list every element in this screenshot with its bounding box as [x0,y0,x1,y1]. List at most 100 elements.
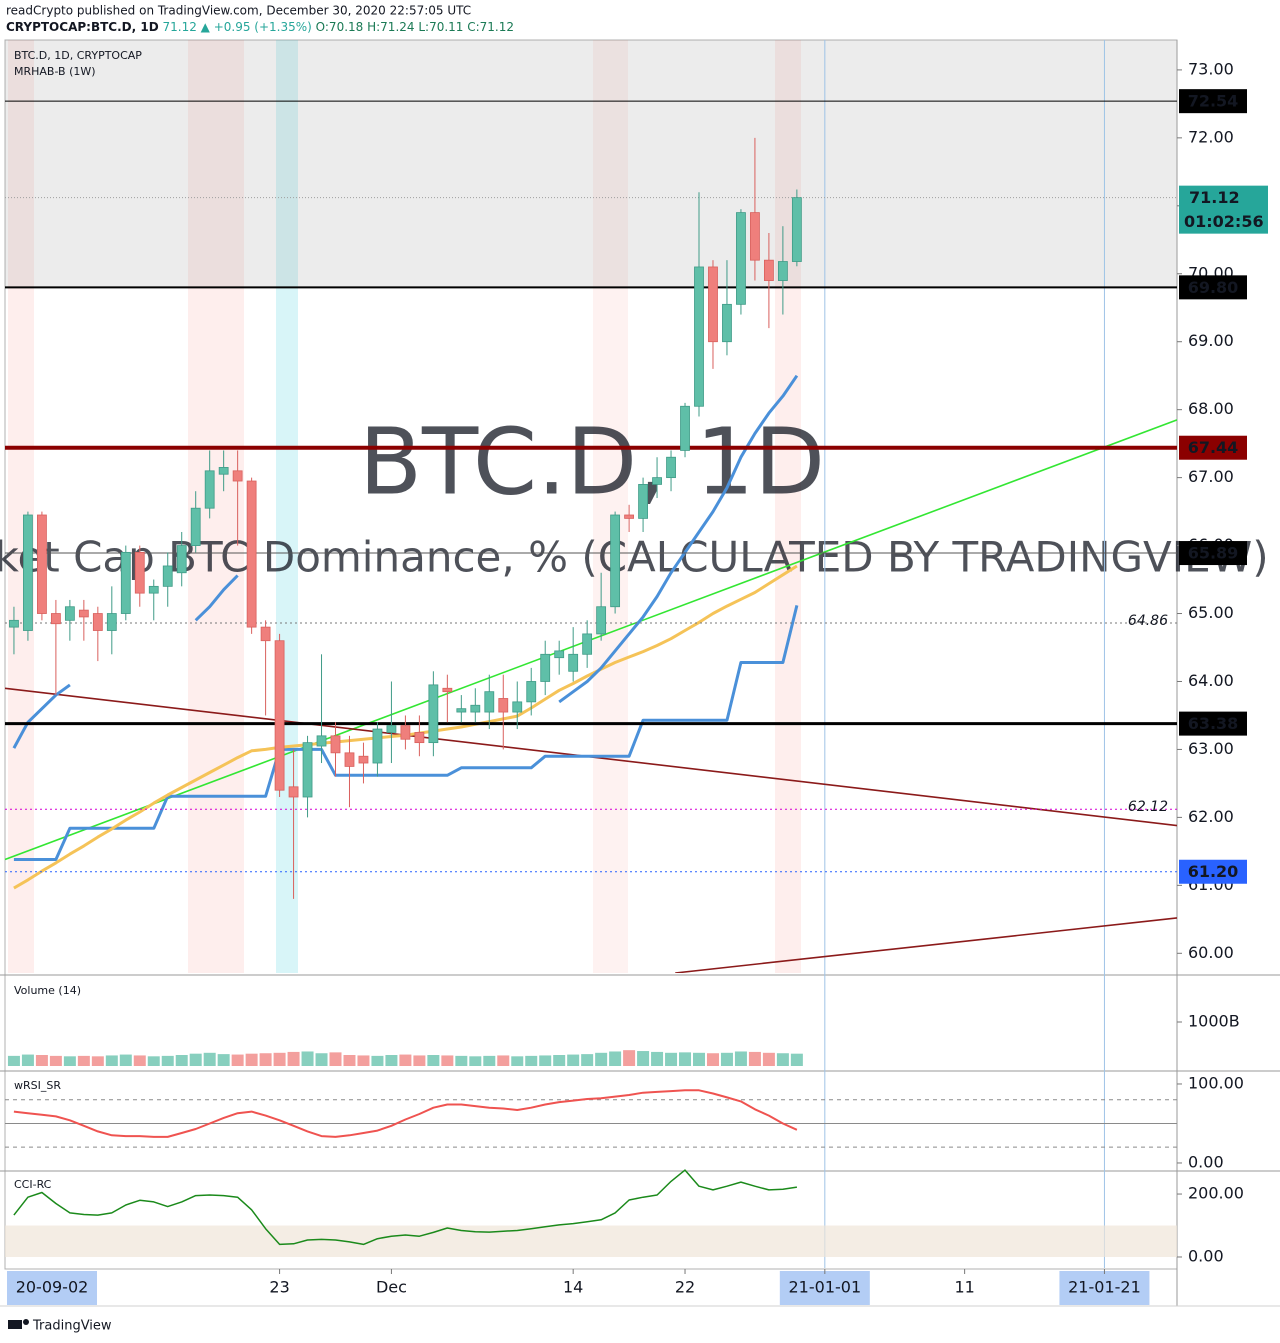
level-label-box [1179,711,1247,736]
volume-bar [7,1055,20,1066]
volume-bar [441,1055,454,1066]
candle-body [428,684,439,744]
volume-bar [105,1055,118,1066]
x-tick-highlight [1059,1271,1150,1305]
candle-body [302,742,313,798]
legend-entry: MRHAB-B (1W) [14,65,96,78]
y-tick-label: 63.00 [1188,739,1234,758]
legend-entry: BTC.D, 1D, CRYPTOCAP [14,49,142,62]
volume-bar [259,1053,272,1066]
candle-body [777,261,788,281]
watermark-subtitle: Market Cap BTC Dominance, % (CALCULATED … [0,533,1269,582]
highlight-band [8,40,34,973]
volume-bar [469,1056,482,1066]
volume-bar [609,1051,622,1066]
candle-body [330,735,341,754]
candle-body [568,653,579,672]
volume-bar [497,1055,510,1066]
volume-bar [203,1052,216,1066]
volume-bar [595,1052,608,1066]
x-tick-label: 23 [269,1278,289,1297]
x-tick-label: 11 [954,1278,974,1297]
candle-body [498,698,509,713]
candle-body [638,484,648,519]
candle-body [134,551,145,594]
indicator-line [13,1089,798,1138]
volume-bar [189,1053,202,1066]
volume-bar [329,1052,342,1066]
candle-body [680,405,690,451]
candle-body [218,467,229,475]
volume-bar [762,1052,775,1066]
x-tick-label: 14 [563,1278,583,1297]
candle-body [106,613,117,631]
level-label-box [1179,859,1247,884]
ohlc: O:70.18 H:71.24 L:70.11 C:71.12 [316,20,514,34]
trendline [675,917,1177,973]
level-label: 62.12 [1128,799,1168,815]
volume-bar [245,1053,258,1066]
x-tick-highlight [779,1271,870,1305]
candle-body [791,197,802,262]
volume-bar [623,1050,636,1066]
quote: 71.12 ▲ +0.95 (+1.35%) [162,20,311,34]
x-tick-label: 21-01-01 [789,1278,862,1297]
candle-body [190,507,201,546]
level-label: 63.38 [1188,714,1239,733]
level-label: 69.80 [1188,278,1239,297]
volume-bar [581,1054,594,1066]
candle-body [484,691,495,713]
candle-body [232,470,243,482]
volume-bar [147,1056,160,1066]
shaded-band [5,1225,1177,1257]
volume-bar [637,1051,650,1066]
candle-body [78,609,89,618]
y-tick-label: 200.00 [1188,1184,1244,1203]
highlight-band [188,40,244,973]
last-price-label: 71.12 [1189,188,1240,207]
candle-body [596,606,607,635]
candle-body [764,259,774,281]
indicator-line [13,1169,798,1246]
countdown-label: 01:02:56 [1184,212,1264,231]
volume-bar [455,1055,468,1066]
volume-bar [665,1052,678,1066]
volume-bar [357,1055,370,1066]
volume-bar [720,1052,733,1066]
candle-body [652,477,662,485]
level-label-box [1179,275,1247,300]
x-tick-label: 21-01-21 [1068,1278,1141,1297]
y-tick-label: 60.00 [1188,943,1234,962]
pane-title: wRSI_SR [14,1079,61,1092]
y-tick-label: 72.00 [1188,127,1234,146]
y-tick-label: 65.00 [1188,603,1234,622]
y-tick-label: 69.00 [1188,331,1234,350]
range-start-box [7,1271,97,1305]
candle-body [274,640,285,791]
volume-bar [539,1055,552,1066]
volume-bar [525,1055,538,1066]
candle-body [64,606,75,621]
level-label-box [1179,89,1247,114]
candle-body [148,585,159,594]
candle-body [666,456,676,479]
candle-body [526,681,537,703]
candle-body [92,613,103,631]
candle-body [554,650,565,659]
y-tick-label: 73.00 [1188,59,1234,78]
volume-bar [679,1052,692,1066]
volume-bar [21,1054,34,1066]
logo-mark [8,1320,22,1329]
candle-body [37,514,47,614]
last-price-box [1179,185,1268,234]
pane-title: CCI-RC [14,1178,52,1191]
shaded-zone [5,40,1177,288]
volume-bar [287,1051,300,1066]
candle-body [288,786,299,798]
logo-dot [23,1319,29,1325]
candle-body [358,755,369,764]
volume-bar [133,1055,146,1066]
y-tick-label: 68.00 [1188,399,1234,418]
volume-bar [790,1053,803,1066]
